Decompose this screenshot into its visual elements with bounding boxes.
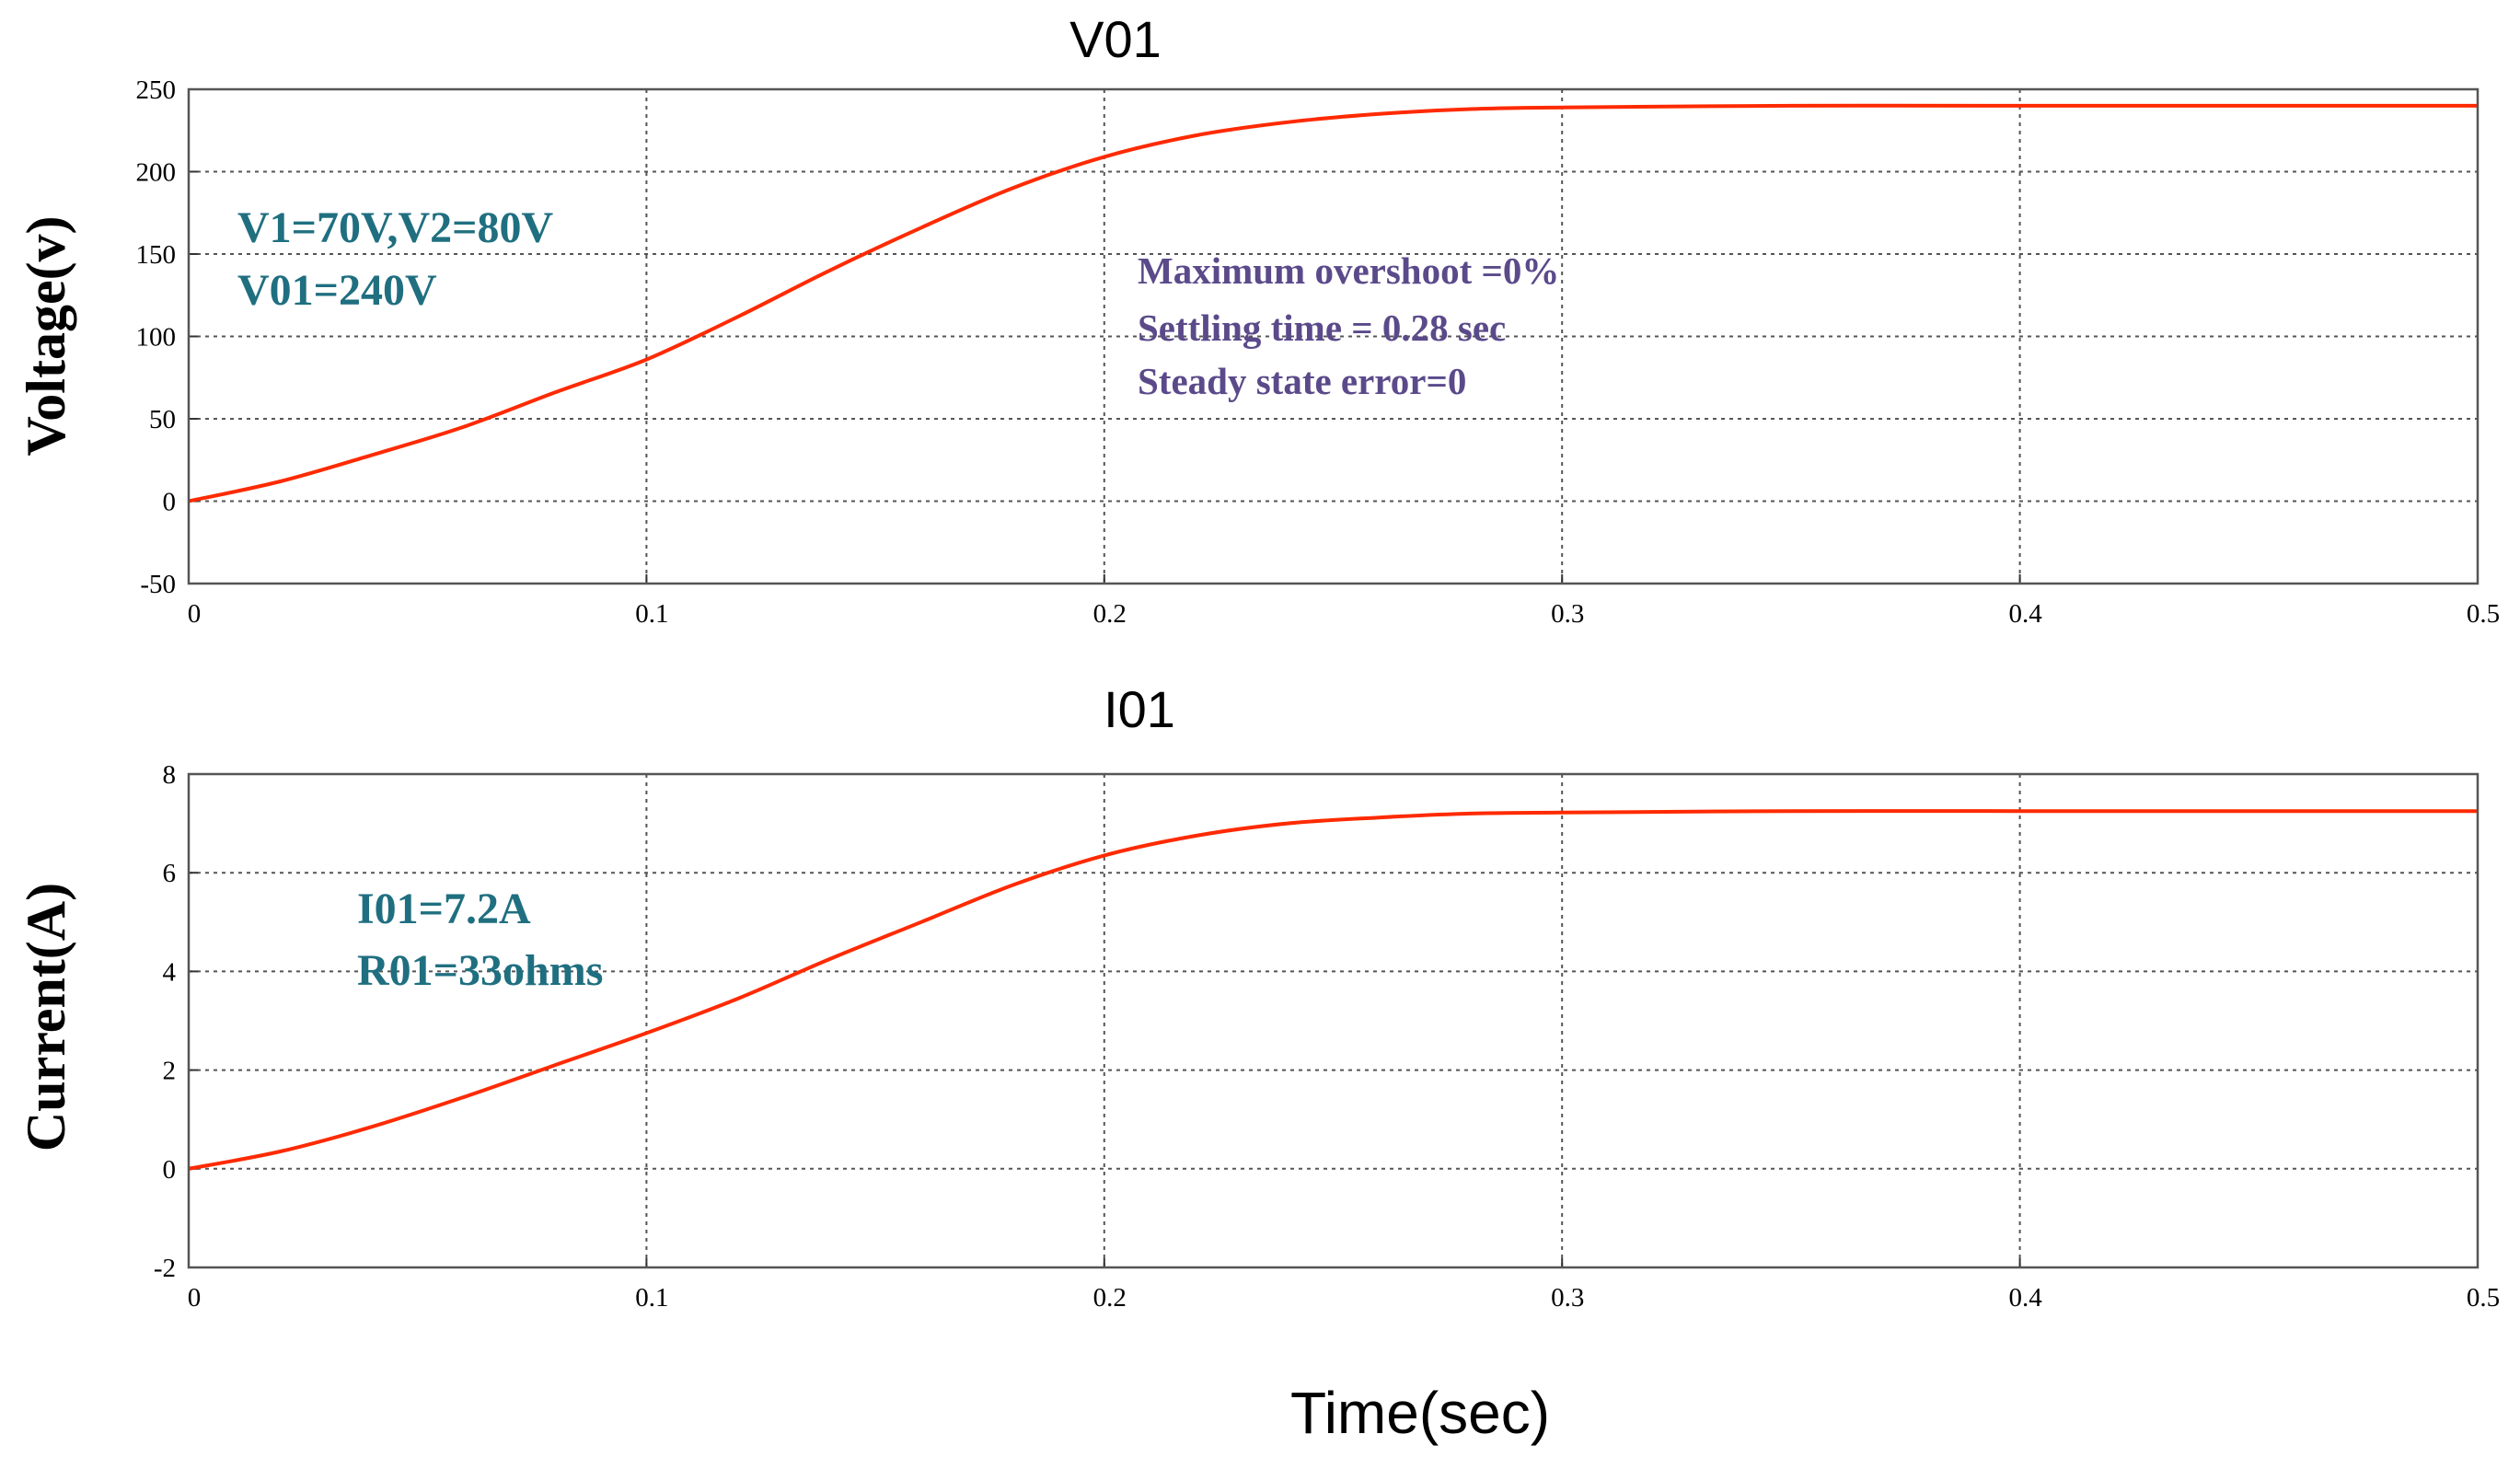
voltage-series-line: [188, 103, 2478, 503]
current-y-tick-label: -2: [154, 1254, 176, 1283]
voltage-y-tick-label: 50: [149, 405, 176, 434]
current-y-tick-label: 4: [163, 957, 177, 987]
voltage-grid: [189, 89, 2478, 584]
max-overshoot-annotation: Maximum overshoot =0%: [1138, 249, 1559, 292]
voltage-ticks: 0 0.1 0.2 0.3 0.4 0.5 250 200 150 100 50 0 -50: [136, 75, 2501, 629]
current-x-tick-label: 0.3: [1551, 1283, 1584, 1313]
voltage-y-tick-label: 150: [136, 240, 177, 270]
current-x-tick-label: 0.5: [2467, 1283, 2500, 1313]
current-ticks: 0 0.1 0.2 0.3 0.4 0.5 8 6 4 2 0 -2: [154, 760, 2500, 1313]
voltage-y-tick-label: 0: [163, 488, 177, 517]
shared-x-axis-label: Time(sec): [1290, 1380, 1550, 1446]
voltage-x-tick-label: 0.2: [1093, 599, 1127, 629]
voltage-param-annotation-2: V01=240V: [237, 266, 437, 315]
current-x-tick-label: 0.1: [635, 1283, 668, 1313]
voltage-x-tick-label: 0: [188, 599, 202, 629]
steady-state-error-annotation: Steady state error=0: [1138, 360, 1466, 402]
voltage-x-tick-label: 0.3: [1551, 599, 1584, 629]
voltage-series: [188, 103, 2478, 503]
voltage-plot-frame: [187, 87, 2480, 585]
current-param-annotation-1: I01=7.2A: [357, 885, 531, 933]
current-y-axis-label: Current(A): [16, 883, 76, 1151]
current-y-tick-label: 6: [163, 859, 177, 888]
voltage-panel: V01 Voltage(v) 0 0.1 0.2 0.3 0.4 0.5 250 200 150…: [16, 10, 2500, 629]
settling-time-annotation: Settling time = 0.28 sec: [1138, 307, 1506, 349]
current-y-tick-label: 0: [163, 1155, 177, 1185]
current-x-tick-label: 0.2: [1093, 1283, 1127, 1313]
current-series-line: [188, 809, 2478, 1171]
voltage-x-tick-label: 0.1: [635, 599, 668, 629]
current-plot-frame: [187, 772, 2480, 1269]
voltage-param-annotation-1: V1=70V,V2=80V: [237, 203, 554, 252]
voltage-x-tick-label: 0.5: [2467, 599, 2500, 629]
voltage-x-tick-label: 0.4: [2008, 599, 2042, 629]
voltage-y-tick-label: -50: [140, 570, 176, 599]
current-y-tick-label: 2: [163, 1057, 177, 1086]
voltage-y-tick-label: 200: [136, 158, 177, 188]
voltage-y-tick-label: 250: [136, 75, 177, 105]
current-chart-title: I01: [1104, 680, 1175, 738]
current-x-tick-label: 0.4: [2008, 1283, 2042, 1313]
current-param-annotation-2: R01=33ohms: [357, 946, 603, 995]
current-x-tick-label: 0: [188, 1283, 202, 1313]
current-panel: I01 Current(A) 0 0.1 0.2 0.3 0.4 0.5 8 6 4 2 0 -2 I…: [16, 680, 2500, 1313]
voltage-chart-title: V01: [1069, 10, 1162, 68]
voltage-y-tick-label: 100: [136, 323, 177, 353]
current-series: [188, 809, 2478, 1171]
current-y-tick-label: 8: [163, 760, 177, 790]
current-grid: [189, 774, 2478, 1267]
voltage-y-axis-label: Voltage(v): [16, 215, 76, 456]
